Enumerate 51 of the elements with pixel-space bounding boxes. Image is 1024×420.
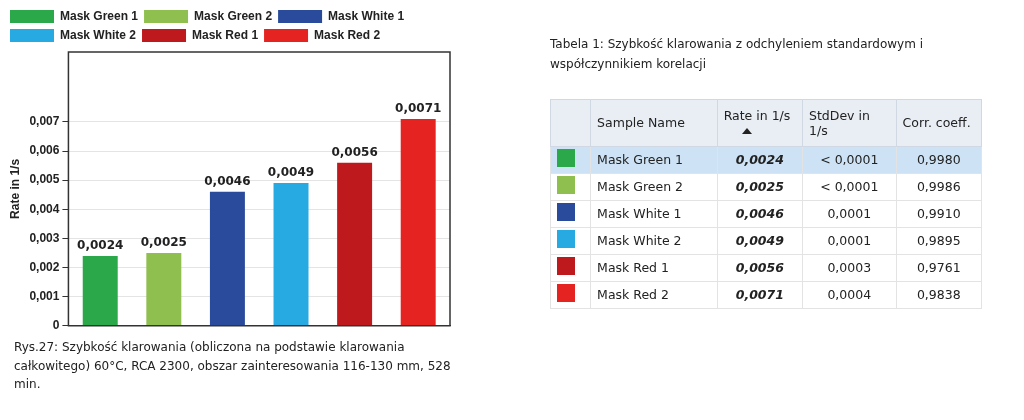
text: 0,0056 xyxy=(735,260,784,276)
text: 0,0049 xyxy=(735,233,784,249)
category-label: Corr. coeff. xyxy=(896,99,982,147)
category-label: Sample Name xyxy=(590,99,718,147)
y-tick-label: 0,005 xyxy=(29,172,60,187)
text: 0,0001 xyxy=(827,206,872,222)
y-tick-label: 0,006 xyxy=(29,143,60,158)
text: 0,9910 xyxy=(916,206,961,222)
category-label: StdDev in 1/s xyxy=(802,99,897,147)
y-tick-label: 0,004 xyxy=(29,201,60,216)
text: 0,0003 xyxy=(827,260,872,276)
legend-label: Mask White 1 xyxy=(328,8,405,23)
data-label: 0,0046 xyxy=(204,173,251,188)
category-label: Mask White 1 xyxy=(597,206,682,222)
category-label: Mask White 2 xyxy=(597,233,682,249)
category-label: Mask Red 1 xyxy=(597,260,669,276)
text: Rys.27: Szybkość klarowania (obliczona na podstawie klarowania całkowitego) 60°C, RCA 2300, obszar zainteresowania 116-130 mm, 528 min. xyxy=(14,339,452,394)
data-label: 0,0056 xyxy=(331,144,378,159)
data-label: 0,0049 xyxy=(267,165,315,180)
text: 0,9986 xyxy=(916,179,961,195)
data-label: 0,0071 xyxy=(395,101,442,116)
text: 0,9761 xyxy=(916,260,961,276)
text: Tabela 1: Szybkość klarowania z odchyleniem standardowym i współczynnikiem korelacji xyxy=(550,36,925,74)
legend-label: Mask Green 2 xyxy=(194,8,273,23)
text: 0,0046 xyxy=(735,206,784,222)
y-tick-label: 0 xyxy=(52,318,60,333)
text: 0,0025 xyxy=(735,179,784,195)
text: 0,9838 xyxy=(916,287,961,303)
category-label: Rate in 1/s xyxy=(717,99,803,147)
text: 0,9980 xyxy=(916,152,961,168)
legend-label: Mask White 2 xyxy=(60,27,137,42)
data-label: 0,0025 xyxy=(140,235,187,250)
text: < 0,0001 xyxy=(820,152,879,168)
text: 0,0024 xyxy=(735,152,784,168)
legend-label: Mask Red 2 xyxy=(314,27,381,42)
text: < 0,0001 xyxy=(820,179,879,195)
text: 0,9895 xyxy=(916,233,961,249)
y-tick-label: 0,003 xyxy=(29,230,60,245)
text: 0,0004 xyxy=(827,287,872,303)
y-tick-label: 0,001 xyxy=(29,288,60,303)
text: 0,0001 xyxy=(827,233,872,249)
category-label: Mask Red 2 xyxy=(597,287,669,303)
category-label: Mask Green 2 xyxy=(597,179,684,195)
y-axis-title: Rate in 1/s xyxy=(7,158,22,219)
legend-label: Mask Green 1 xyxy=(60,8,139,23)
text: 0,0071 xyxy=(735,287,784,303)
y-tick-label: 0,007 xyxy=(29,114,60,129)
y-tick-label: 0,002 xyxy=(29,259,60,274)
data-label: 0,0024 xyxy=(77,238,124,253)
category-label: Mask Green 1 xyxy=(597,152,684,168)
legend-label: Mask Red 1 xyxy=(192,27,259,42)
